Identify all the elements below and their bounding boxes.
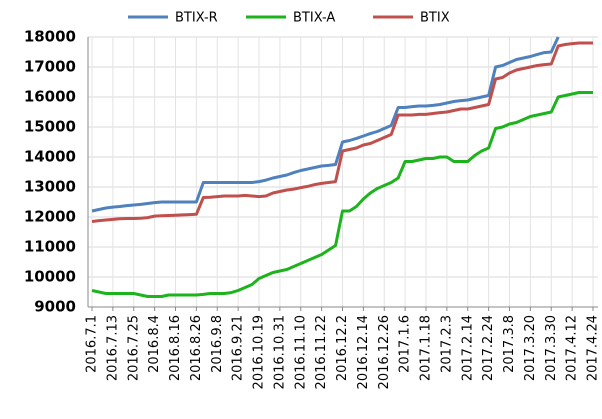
x-tick-label: 2017.3.30 <box>544 315 559 381</box>
x-tick-label: 2016.10.31 <box>272 315 287 389</box>
x-tick-label: 2016.12.26 <box>377 315 392 389</box>
legend-label: BTIX-R <box>175 11 218 26</box>
series-line <box>91 41 593 223</box>
y-tick-label: 18000 <box>24 28 76 46</box>
x-tick-label: 2016.8.4 <box>147 315 162 373</box>
y-tick-label: 9000 <box>34 298 76 316</box>
legend-label: BTIX-A <box>293 11 335 26</box>
x-tick-label: 2016.11.10 <box>293 315 308 389</box>
x-tick-label: 2017.4.12 <box>565 315 580 381</box>
x-tick-label: 2016.11.22 <box>314 315 329 389</box>
y-tick-label: 15000 <box>24 118 76 136</box>
x-tick-label: 2017.1.18 <box>419 315 434 381</box>
x-tick-label: 2016.8.26 <box>189 315 204 381</box>
series-line <box>91 91 593 298</box>
x-tick-label: 2016.12.2 <box>335 315 350 381</box>
y-tick-label: 12000 <box>24 208 76 226</box>
legend-label: BTIX <box>420 11 450 26</box>
x-tick-label: 2017.2.3 <box>439 315 454 373</box>
x-tick-label: 2016.7.13 <box>105 315 120 381</box>
series-line <box>91 36 560 213</box>
x-tick-label: 2017.2.24 <box>481 315 496 381</box>
x-tick-label: 2016.7.25 <box>126 315 141 381</box>
y-tick-label: 14000 <box>24 148 76 166</box>
x-tick-label: 2016.7.1 <box>85 315 100 373</box>
x-tick-label: 2016.9.8 <box>210 315 225 373</box>
y-tick-label: 10000 <box>24 268 76 286</box>
y-tick-label: 13000 <box>24 178 76 196</box>
x-tick-label: 2016.8.16 <box>168 315 183 381</box>
x-tick-label: 2017.3.20 <box>523 315 538 381</box>
x-tick-label: 2017.2.14 <box>460 315 475 381</box>
y-tick-label: 17000 <box>24 58 76 76</box>
x-tick-label: 2017.3.8 <box>502 315 517 373</box>
x-tick-label: 2016.12.14 <box>356 315 371 389</box>
x-tick-label: 2016.9.21 <box>231 315 246 381</box>
x-tick-label: 2017.4.24 <box>586 315 601 381</box>
x-tick-label: 2017.1.6 <box>398 315 413 373</box>
y-tick-label: 11000 <box>24 238 76 256</box>
y-tick-label: 16000 <box>24 88 76 106</box>
x-tick-label: 2016.10.19 <box>252 315 267 389</box>
